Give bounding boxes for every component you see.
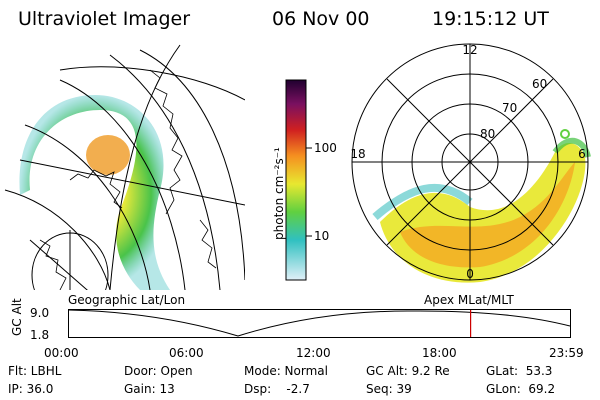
y-tick-1-8: 1.8: [30, 328, 50, 342]
mlt-label-6: 6: [578, 147, 586, 161]
glon-label: GLon: 69.2: [486, 382, 556, 396]
geographic-map: [4, 44, 245, 290]
colorbar: [285, 79, 312, 281]
timeline-right-title: Apex MLat/MLT: [424, 293, 514, 307]
lat-label-70: 70: [502, 101, 517, 115]
date-label: 06 Nov 00: [272, 8, 370, 30]
y-tick-9: 9.0: [30, 306, 50, 320]
instrument-title: Ultraviolet Imager: [18, 8, 191, 30]
x-tick-1800: 18:00: [422, 346, 457, 360]
timeline-frame: [68, 309, 571, 338]
x-tick-0600: 06:00: [169, 346, 204, 360]
colorbar-tick-10: 10: [314, 229, 330, 243]
flt-label: Flt: LBHL: [8, 364, 62, 378]
time-label: 19:15:12 UT: [432, 8, 549, 30]
mlt-label-0: 0: [466, 267, 474, 281]
x-tick-2359: 23:59: [549, 346, 584, 360]
mlt-label-18: 18: [350, 147, 365, 161]
altitude-curve: [68, 309, 571, 337]
colorbar-label: photon cm⁻²s⁻¹: [272, 147, 286, 240]
lat-label-60: 60: [532, 77, 547, 91]
mlt-label-12: 12: [462, 43, 477, 57]
dsp-label: Dsp: -2.7: [244, 382, 310, 396]
mode-label: Mode: Normal: [244, 364, 328, 378]
timeline-left-title: Geographic Lat/Lon: [68, 293, 186, 307]
glat-label: GLat: 53.3: [486, 364, 553, 378]
x-tick-1200: 12:00: [296, 346, 331, 360]
polar-plot: 12 18 6 0 80 70 60: [350, 43, 591, 283]
timeline-plot[interactable]: [68, 306, 573, 342]
door-label: Door: Open: [124, 364, 193, 378]
colorbar-scale: [285, 79, 307, 281]
x-tick-0000: 00:00: [44, 346, 79, 360]
gc-alt-label: GC Alt: 9.2 Re: [366, 364, 450, 378]
seq-label: Seq: 39: [366, 382, 412, 396]
aurora-arc: [19, 95, 171, 290]
timeline-axis-name: GC Alt: [10, 298, 24, 336]
colorbar-tick-100: 100: [314, 141, 337, 155]
gain-label: Gain: 13: [124, 382, 175, 396]
ip-label: IP: 36.0: [8, 382, 54, 396]
lat-label-80: 80: [480, 127, 495, 141]
